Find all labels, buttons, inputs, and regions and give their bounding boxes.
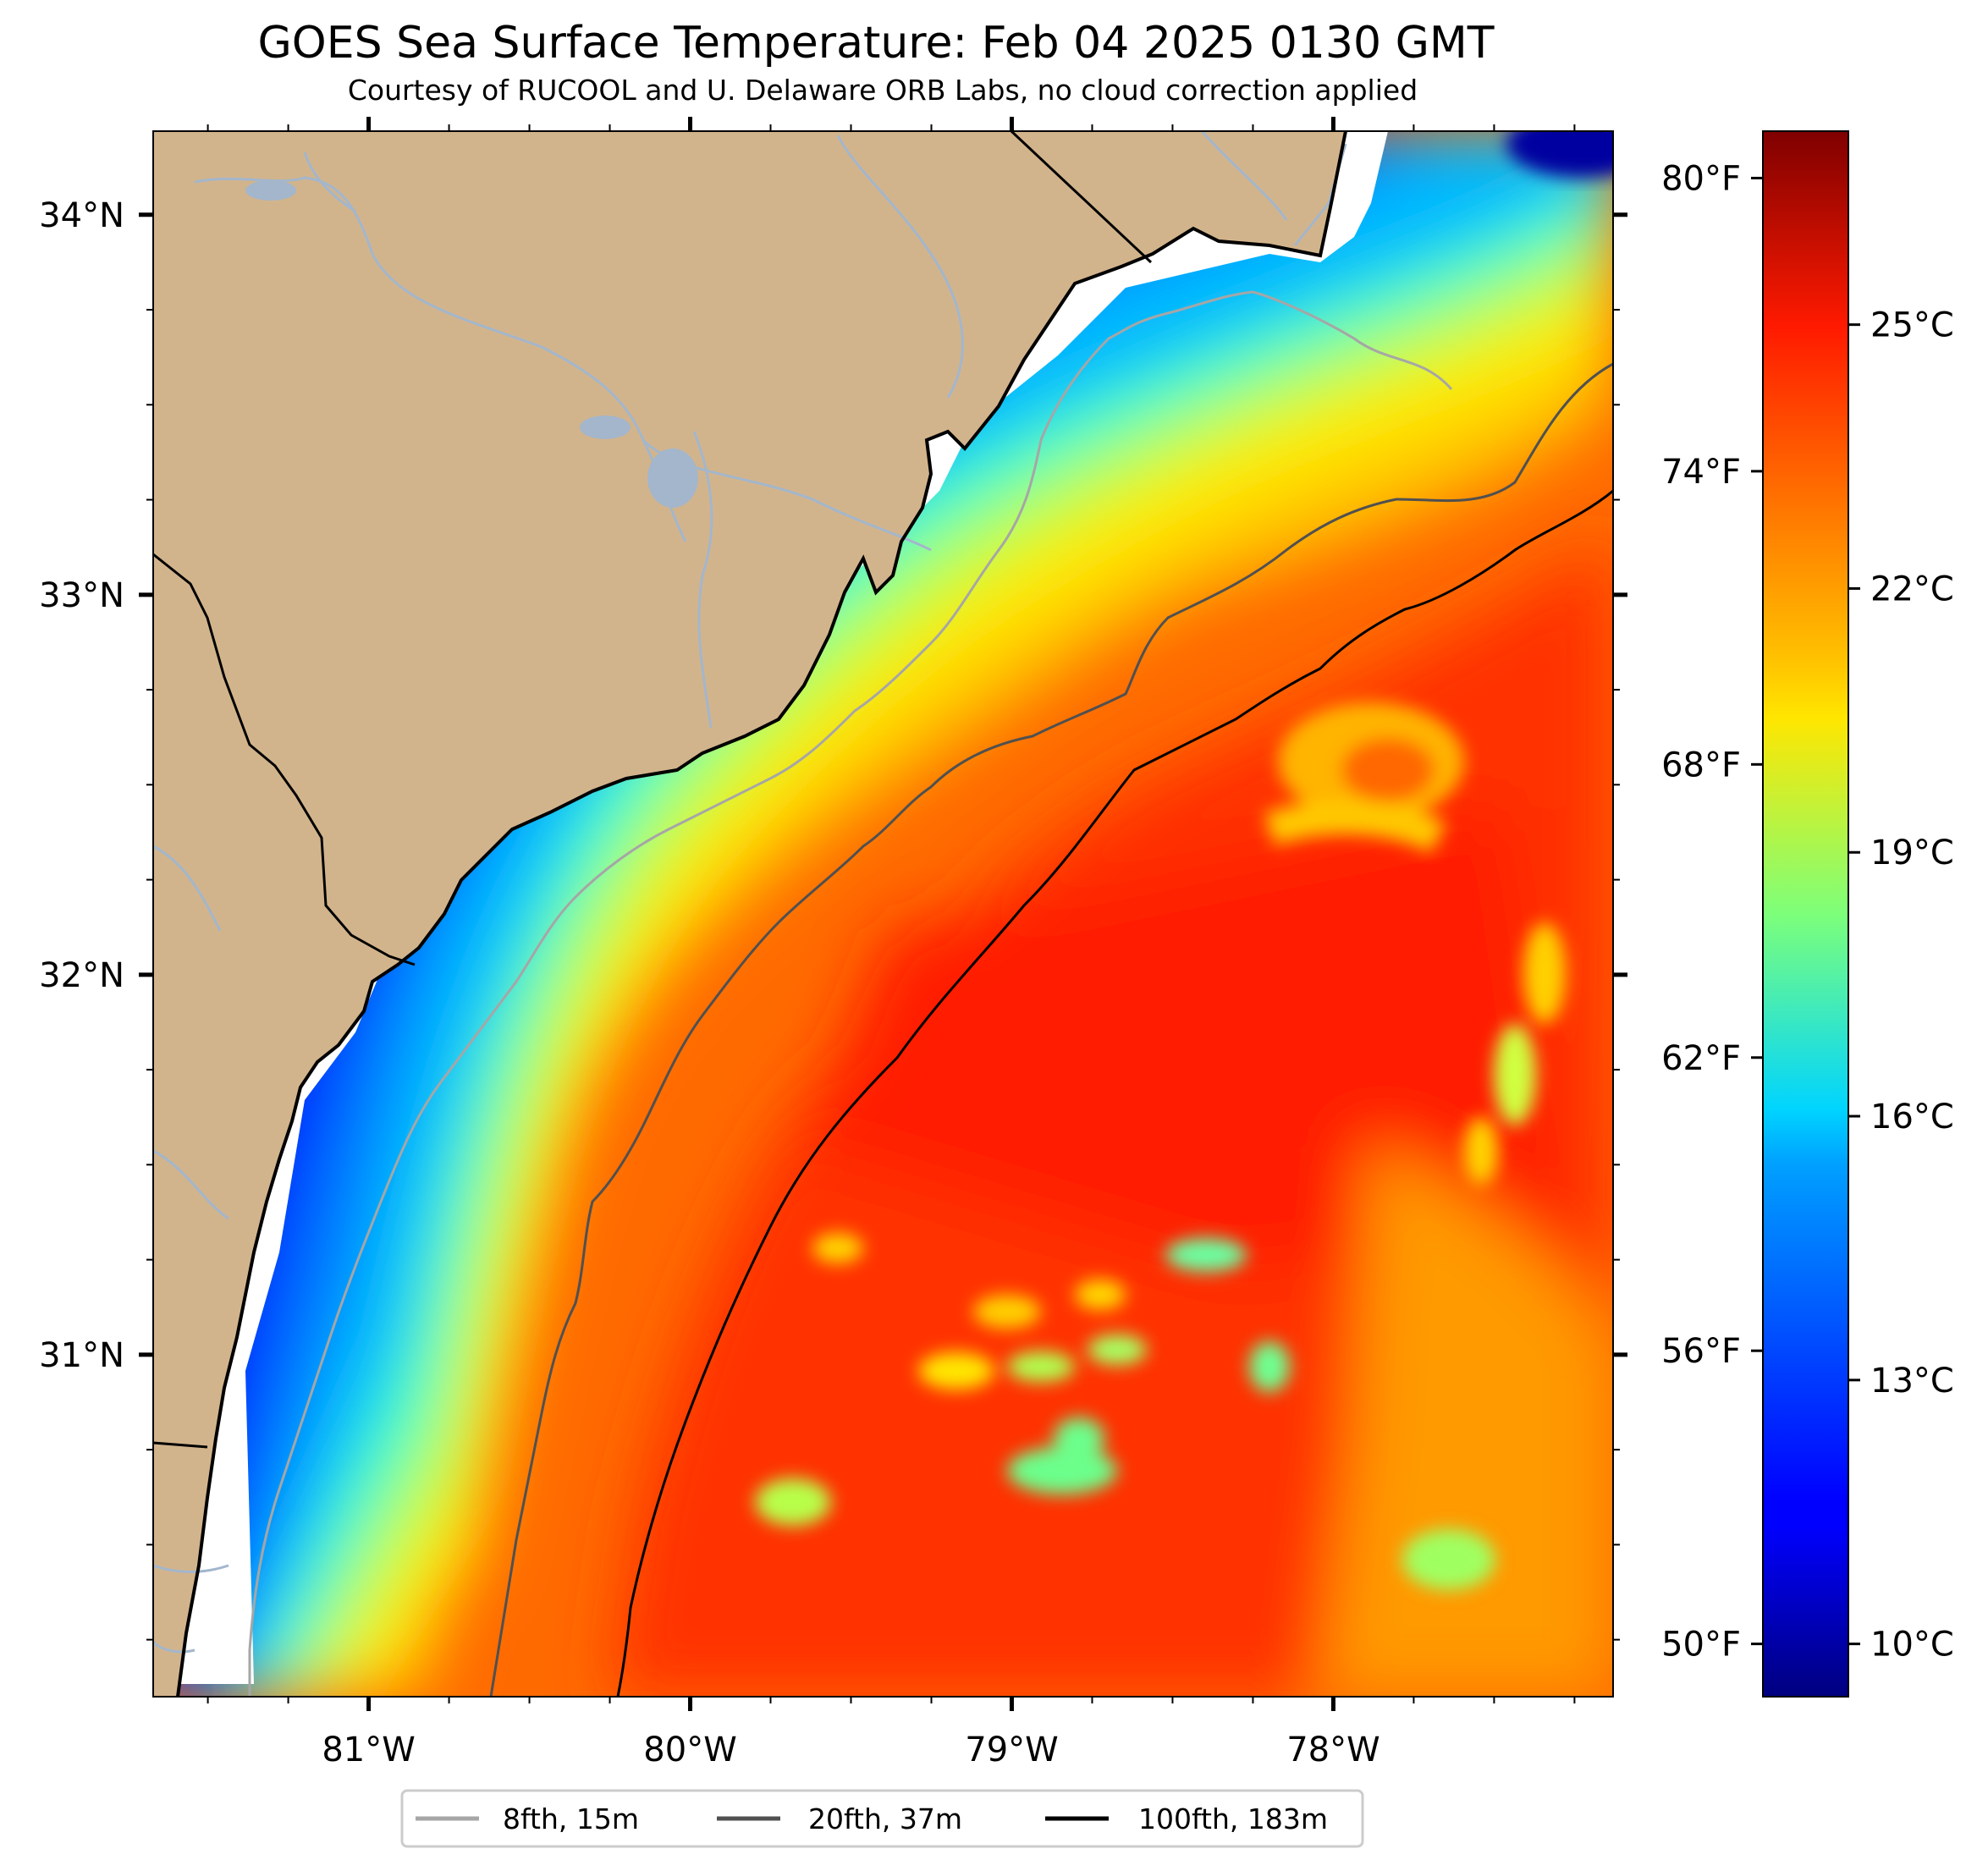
legend-box <box>400 1789 1364 1848</box>
fahrenheit-tick-label: 62°F <box>1661 1039 1741 1078</box>
contour-20fth <box>489 362 1613 1697</box>
colorbar-fahrenheit-axis: 50°F 56°F 62°F 68°F 74°F 80°F <box>1661 159 1763 1665</box>
lon-tick-label: 80°W <box>643 1731 736 1769</box>
legend-label-100fth: 100fth, 183m <box>1138 1802 1328 1835</box>
lat-tick-label: 34°N <box>39 196 124 235</box>
celsius-tick-label: 13°C <box>1870 1362 1954 1400</box>
celsius-tick-label: 25°C <box>1870 306 1954 345</box>
celsius-tick-label: 22°C <box>1870 570 1954 608</box>
rivers <box>153 131 1347 1654</box>
lon-tick-label: 81°W <box>322 1731 415 1769</box>
legend: 8fth, 15m 20fth, 37m 100fth, 183m <box>400 1789 1364 1848</box>
latitude-axis: 34°N 33°N 32°N 31°N <box>39 196 1627 1641</box>
lon-tick-label: 78°W <box>1286 1731 1379 1769</box>
contour-100fth <box>616 489 1613 1697</box>
lat-tick-label: 32°N <box>39 956 124 995</box>
plot-subtitle: Courtesy of RUCOOL and U. Delaware ORB L… <box>348 74 1418 107</box>
fahrenheit-tick-label: 74°F <box>1661 453 1741 492</box>
lakes <box>245 180 698 508</box>
bathymetry-contours <box>248 290 1613 1697</box>
plot-title: GOES Sea Surface Temperature: Feb 04 202… <box>257 18 1494 69</box>
legend-label-8fth: 8fth, 15m <box>503 1802 639 1835</box>
fahrenheit-tick-label: 68°F <box>1661 746 1741 784</box>
colorbar-gradient <box>1762 130 1849 1698</box>
celsius-tick-label: 16°C <box>1870 1098 1954 1136</box>
map-frame <box>152 130 1614 1698</box>
land-area <box>153 131 1346 1697</box>
celsius-tick-label: 19°C <box>1870 834 1954 872</box>
celsius-tick-label: 10°C <box>1870 1626 1954 1665</box>
map-panel <box>153 131 1613 1697</box>
state-border <box>153 553 416 966</box>
fahrenheit-tick-label: 80°F <box>1661 159 1741 198</box>
lat-tick-label: 33°N <box>39 576 124 615</box>
lon-tick-label: 79°W <box>965 1731 1058 1769</box>
longitude-axis: 81°W 80°W 79°W 78°W <box>207 117 1576 1769</box>
fahrenheit-tick-label: 56°F <box>1661 1332 1741 1371</box>
fahrenheit-tick-label: 50°F <box>1661 1626 1741 1665</box>
colorbar-celsius-axis: 10°C 13°C 16°C 19°C 22°C 25°C <box>1848 306 1954 1665</box>
legend-label-20fth: 20fth, 37m <box>808 1802 962 1835</box>
coastline <box>176 131 1347 1697</box>
colorbar: 10°C 13°C 16°C 19°C 22°C 25°C 50°F 56°F 62°F 68°… <box>1661 130 1954 1698</box>
lat-tick-label: 31°N <box>39 1336 124 1375</box>
contour-8fth <box>248 290 1453 1697</box>
